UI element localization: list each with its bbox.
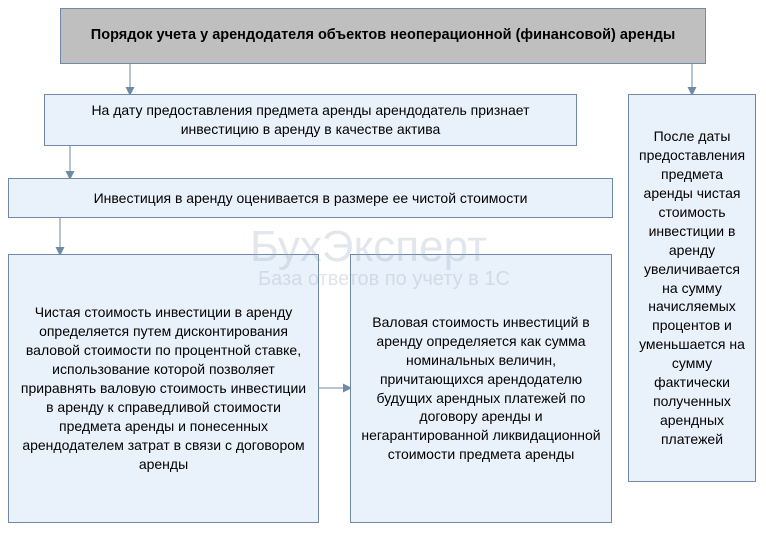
node-after_date: После даты предоставления предмета аренд… xyxy=(628,94,756,482)
node-net_value-text: Чистая стоимость инвестиции в аренду опр… xyxy=(19,303,308,473)
node-after_date-text: После даты предоставления предмета аренд… xyxy=(639,127,745,448)
node-net_value: Чистая стоимость инвестиции в аренду опр… xyxy=(8,254,319,523)
node-step1-text: На дату предоставления предмета аренды а… xyxy=(55,101,566,139)
node-gross_value: Валовая стоимость инвестиций в аренду оп… xyxy=(350,254,612,523)
node-title-text: Порядок учета у арендодателя объектов не… xyxy=(91,26,675,46)
node-step2: Инвестиция в аренду оценивается в размер… xyxy=(8,178,613,218)
node-gross_value-text: Валовая стоимость инвестиций в аренду оп… xyxy=(361,313,601,464)
node-step1: На дату предоставления предмета аренды а… xyxy=(44,94,577,146)
node-title: Порядок учета у арендодателя объектов не… xyxy=(60,8,706,64)
node-step2-text: Инвестиция в аренду оценивается в размер… xyxy=(94,189,528,208)
